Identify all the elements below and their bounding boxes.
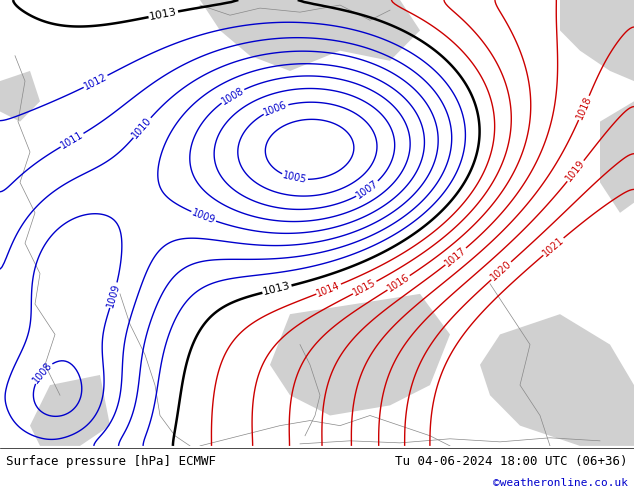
Text: 1010: 1010 (130, 115, 154, 140)
Polygon shape (0, 71, 40, 122)
Text: 1008: 1008 (30, 360, 54, 385)
Text: 1014: 1014 (316, 280, 342, 298)
Polygon shape (480, 314, 634, 446)
Polygon shape (600, 101, 634, 213)
Text: 1021: 1021 (541, 235, 566, 258)
Text: 1012: 1012 (82, 72, 109, 92)
Text: 1019: 1019 (564, 158, 587, 184)
Text: 1006: 1006 (262, 99, 289, 118)
Polygon shape (200, 0, 420, 71)
Polygon shape (270, 294, 450, 416)
Text: ©weatheronline.co.uk: ©weatheronline.co.uk (493, 478, 628, 489)
Text: 1018: 1018 (574, 95, 593, 121)
Text: 1009: 1009 (190, 208, 217, 226)
Text: 1013: 1013 (148, 7, 178, 22)
Text: 1007: 1007 (354, 178, 380, 200)
Text: Tu 04-06-2024 18:00 UTC (06+36): Tu 04-06-2024 18:00 UTC (06+36) (395, 455, 628, 468)
Text: 1017: 1017 (443, 245, 469, 268)
Text: 1016: 1016 (385, 272, 411, 294)
Text: 1005: 1005 (281, 171, 308, 186)
Text: 1011: 1011 (59, 130, 85, 151)
Polygon shape (30, 375, 110, 446)
Text: 1008: 1008 (219, 85, 245, 106)
Polygon shape (560, 0, 634, 81)
Text: 1015: 1015 (351, 277, 378, 298)
Text: Surface pressure [hPa] ECMWF: Surface pressure [hPa] ECMWF (6, 455, 216, 468)
Text: 1020: 1020 (489, 259, 514, 283)
Text: 1013: 1013 (262, 281, 292, 297)
Text: 1009: 1009 (105, 282, 122, 308)
